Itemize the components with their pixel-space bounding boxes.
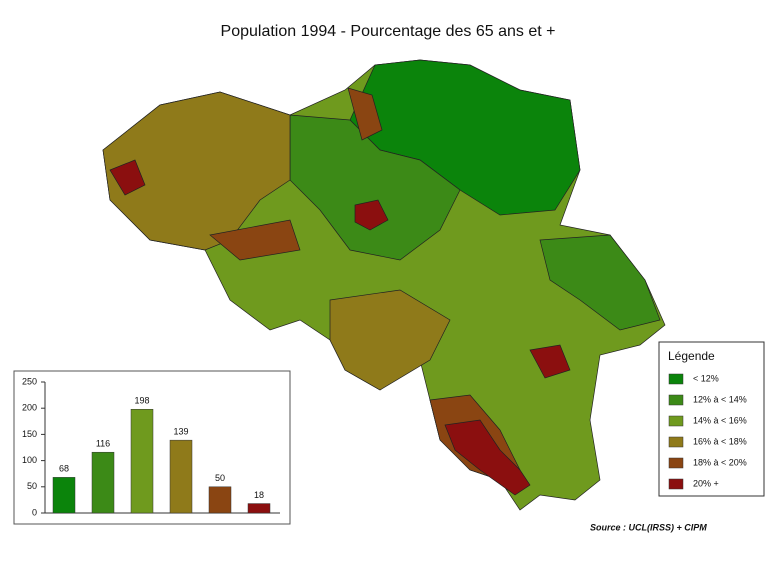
legend-swatch xyxy=(668,457,684,469)
y-tick-label: 200 xyxy=(22,403,37,413)
region xyxy=(102,91,291,251)
y-tick-label: 150 xyxy=(22,429,37,439)
region xyxy=(109,159,146,196)
region xyxy=(347,87,383,141)
legend-items: < 12% 12% à < 14% 14% à < 16% 16% à < 18% 18… xyxy=(668,373,747,490)
region xyxy=(539,234,661,331)
legend: Légende < 12% 12% à < 14% 14% à < 16% 16% à… xyxy=(658,341,765,497)
legend-swatch xyxy=(668,394,684,406)
value-label: 68 xyxy=(59,464,69,474)
y-tick-label: 0 xyxy=(32,507,37,517)
legend-label: 18% à < 20% xyxy=(693,457,747,467)
region xyxy=(354,199,389,231)
region xyxy=(329,289,451,391)
legend-swatch xyxy=(668,436,684,448)
legend-label: 12% à < 14% xyxy=(693,394,747,404)
legend-swatch xyxy=(668,415,684,427)
bar xyxy=(130,408,154,514)
y-tick-label: 100 xyxy=(22,455,37,465)
legend-title: Légende xyxy=(668,349,715,363)
value-label: 18 xyxy=(254,490,264,500)
value-label: 198 xyxy=(134,396,149,406)
region xyxy=(289,114,461,261)
bar xyxy=(247,503,271,514)
region xyxy=(444,419,531,496)
legend-label: 20% + xyxy=(693,478,719,488)
value-label: 139 xyxy=(173,427,188,437)
value-label: 116 xyxy=(96,439,110,449)
legend-label: 14% à < 16% xyxy=(693,415,747,425)
map xyxy=(102,59,666,511)
region xyxy=(529,344,571,379)
region xyxy=(209,219,301,261)
y-tick-label: 250 xyxy=(22,376,37,386)
source: Source : UCL(IRSS) + CIPM xyxy=(590,522,707,532)
inset-chart: 0 50 100 150 200 250 68 116 198 139 50 18 xyxy=(13,370,291,525)
bar xyxy=(169,439,193,514)
value-label: 50 xyxy=(215,473,225,483)
bar xyxy=(52,477,76,514)
bar xyxy=(91,451,115,514)
bar xyxy=(208,486,232,514)
legend-label: < 12% xyxy=(693,373,719,383)
title: Population 1994 - Pourcentage des 65 ans… xyxy=(221,23,556,40)
legend-swatch xyxy=(668,478,684,490)
legend-swatch xyxy=(668,373,684,385)
legend-label: 16% à < 18% xyxy=(693,436,747,446)
y-tick-label: 50 xyxy=(27,481,37,491)
